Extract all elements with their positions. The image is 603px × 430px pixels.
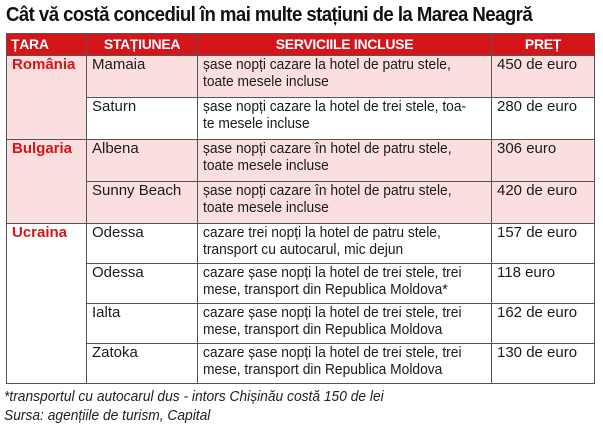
- table-row: Ialta cazare șase nopți la hotel de trei…: [7, 303, 595, 344]
- price-cell: 280 de euro: [491, 97, 595, 140]
- services-line: șase nopți cazare la hotel de patru stel…: [203, 56, 451, 74]
- services-line: toate mesele incluse: [203, 73, 329, 90]
- resort-cell: Sunny Beach: [86, 181, 198, 224]
- table-row: Ucraina Odessa cazare trei nopți la hote…: [6, 223, 595, 384]
- country-cell: Ucraina: [6, 223, 87, 384]
- price-table: ȚARA STAȚIUNEA SERVICIILE INCLUSE PREȚ R…: [6, 33, 595, 384]
- source-text: Sursa: agențiile de turism, Capital: [4, 407, 211, 424]
- services-line: mese, transport din Republica Moldova: [203, 361, 443, 378]
- country-cell: România: [6, 55, 87, 140]
- services-cell: șase nopți cazare în hotel de patru stel…: [197, 139, 492, 182]
- services-cell: șase nopți cazare în hotel de patru stel…: [197, 181, 492, 224]
- resort-cell: Saturn: [86, 97, 198, 140]
- price-cell: 162 de euro: [491, 303, 595, 344]
- services-cell: cazare șase nopți la hotel de trei stele…: [197, 343, 492, 384]
- footnote-text: *transportul cu autocarul dus - intors C…: [4, 388, 384, 405]
- services-line: cazare șase nopți la hotel de trei stele…: [203, 304, 462, 322]
- services-line: te mesele incluse: [203, 115, 310, 132]
- table-row: Saturn șase nopți cazare la hotel de tre…: [7, 97, 595, 140]
- services-line: șase nopți cazare în hotel de patru stel…: [203, 140, 452, 158]
- table-row: Sunny Beach șase nopți cazare în hotel d…: [7, 181, 595, 224]
- header-resort: STAȚIUNEA: [86, 33, 198, 56]
- services-cell: cazare șase nopți la hotel de trei stele…: [197, 303, 492, 344]
- services-cell: șase nopți cazare la hotel de patru stel…: [197, 55, 492, 98]
- resort-cell: Odessa: [86, 263, 198, 304]
- services-line: șase nopți cazare în hotel de patru stel…: [203, 182, 452, 200]
- services-line: toate mesele incluse: [203, 157, 329, 174]
- services-line: șase nopți cazare la hotel de trei stele…: [203, 98, 467, 116]
- header-price: PREȚ: [491, 33, 595, 56]
- footnote: *transportul cu autocarul dus - intors C…: [4, 387, 600, 406]
- table-header-row: ȚARA STAȚIUNEA SERVICIILE INCLUSE PREȚ: [6, 33, 595, 56]
- services-line: cazare trei nopți la hotel de patru stel…: [203, 224, 441, 242]
- table-row: România Mamaia șase nopți cazare la hote…: [6, 55, 595, 140]
- services-line: transport cu autocarul, mic dejun: [203, 241, 404, 258]
- price-cell: 157 de euro: [491, 223, 595, 264]
- resort-cell: Ialta: [86, 303, 198, 344]
- table-row: Bulgaria Albena șase nopți cazare în hot…: [6, 139, 595, 224]
- services-line: toate mesele incluse: [203, 199, 329, 216]
- resort-cell: Albena: [86, 139, 198, 182]
- source-note: Sursa: agențiile de turism, Capital: [4, 406, 600, 425]
- services-line: mese, transport din Republica Moldova: [203, 321, 443, 338]
- table-row: Zatoka cazare șase nopți la hotel de tre…: [7, 343, 595, 384]
- services-line: cazare șase nopți la hotel de trei stele…: [203, 344, 462, 362]
- services-line: cazare șase nopți la hotel de trei stele…: [203, 264, 462, 282]
- country-cell: Bulgaria: [6, 139, 87, 224]
- resort-cell: Mamaia: [86, 55, 198, 98]
- services-cell: șase nopți cazare la hotel de trei stele…: [197, 97, 492, 140]
- services-cell: cazare șase nopți la hotel de trei stele…: [197, 263, 492, 304]
- services-cell: cazare trei nopți la hotel de patru stel…: [197, 223, 492, 264]
- resort-cell: Odessa: [86, 223, 198, 264]
- price-cell: 420 de euro: [491, 181, 595, 224]
- header-services: SERVICIILE INCLUSE: [197, 33, 492, 56]
- services-line: mese, transport din Republica Moldova*: [203, 281, 448, 298]
- header-country: ȚARA: [6, 33, 87, 56]
- price-cell: 130 de euro: [491, 343, 595, 384]
- price-cell: 306 euro: [491, 139, 595, 182]
- price-cell: 118 euro: [491, 263, 595, 304]
- table-row: Odessa cazare șase nopți la hotel de tre…: [7, 263, 595, 304]
- price-cell: 450 de euro: [491, 55, 595, 98]
- page-title: Cât vă costă concediul în mai multe staț…: [6, 4, 533, 26]
- resort-cell: Zatoka: [86, 343, 198, 384]
